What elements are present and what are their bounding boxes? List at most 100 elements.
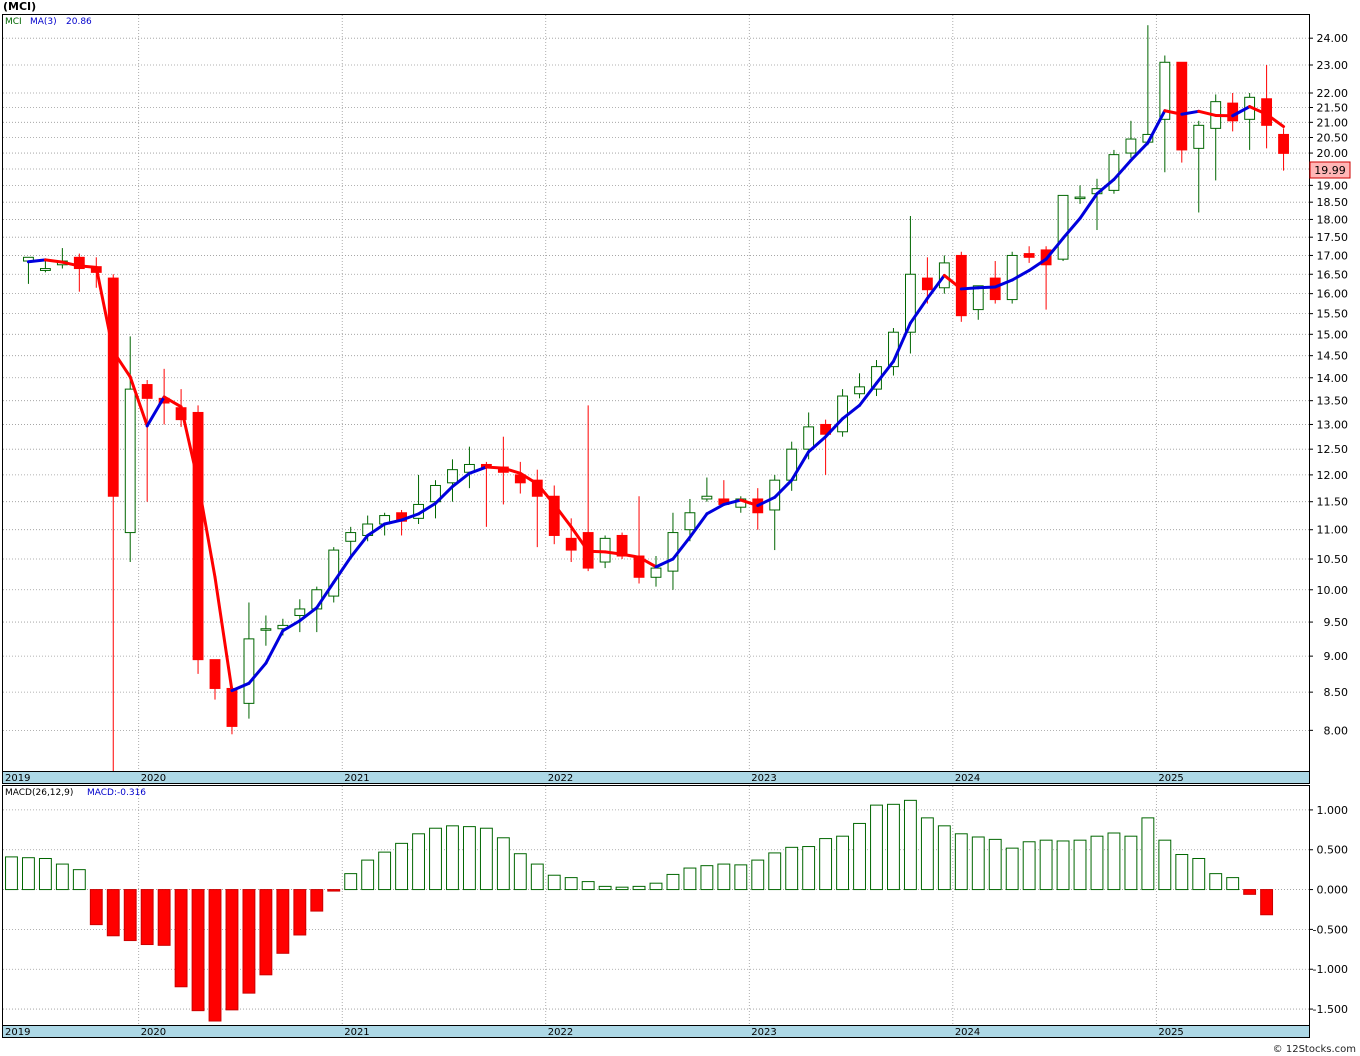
macd-bar — [1260, 889, 1274, 916]
macd-x-tick-label-2025: 2025 — [1158, 1027, 1183, 1038]
page-title: (MCI) — [3, 0, 37, 13]
macd-legend-label: MACD(26,12,9) — [5, 788, 73, 798]
candle-body — [684, 512, 696, 531]
footer-credit: © 12Stocks.com — [1272, 1044, 1356, 1055]
macd-bar — [72, 869, 86, 891]
candle-body — [565, 537, 577, 551]
ma-segment — [773, 478, 794, 499]
macd-bar — [395, 842, 409, 891]
macd-bar — [208, 889, 222, 1022]
ma-segment — [26, 258, 47, 264]
candle-body — [294, 608, 306, 616]
ma-segment — [77, 264, 98, 269]
ma-segment — [790, 450, 811, 482]
macd-x-tick-label-2023: 2023 — [751, 1027, 776, 1038]
macd-bar — [479, 827, 493, 891]
ma-segment — [264, 629, 285, 665]
macd-tick-label: -1.500 — [1313, 1003, 1348, 1016]
candle-body — [904, 273, 916, 333]
legend-symbol: MCI — [5, 17, 22, 27]
macd-bar — [853, 822, 866, 891]
ma-segment — [688, 512, 709, 539]
price-tick-label: 9.50 — [1324, 616, 1349, 629]
macd-bar — [988, 838, 1002, 891]
price-tick-label: 13.00 — [1317, 418, 1349, 431]
price-tick-label: 9.00 — [1324, 650, 1349, 663]
x-tick-label-2020: 2020 — [141, 773, 166, 784]
macd-bar — [649, 882, 663, 891]
macd-bar — [140, 889, 154, 946]
price-tick-label: 21.50 — [1317, 101, 1349, 114]
ma-segment — [1248, 105, 1269, 116]
price-legend: MCI MA(3) 20.86 — [5, 17, 92, 27]
ma-segment — [467, 465, 488, 475]
ma-segment — [1112, 158, 1133, 181]
candle-body — [1057, 194, 1069, 260]
macd-bar — [971, 836, 985, 891]
macd-bar — [1141, 817, 1155, 891]
macd-bar — [123, 889, 137, 942]
macd-bar — [870, 804, 883, 891]
price-tick-label: 18.50 — [1317, 196, 1349, 209]
x-tick-label-2023: 2023 — [751, 773, 776, 784]
candle-body — [548, 495, 560, 536]
macd-bar — [954, 833, 968, 891]
macd-tick-label: -1.000 — [1313, 963, 1348, 976]
macd-bar — [1005, 847, 1019, 891]
candle-body — [1227, 102, 1239, 122]
macd-bar — [327, 889, 341, 892]
candle-body — [616, 534, 628, 557]
candle-body — [1176, 61, 1188, 151]
x-tick-label-2019: 2019 — [5, 773, 30, 784]
macd-bar — [802, 846, 816, 891]
ma-segment — [450, 471, 471, 489]
price-tick-label: 23.00 — [1317, 59, 1349, 72]
macd-bar — [412, 833, 425, 891]
ma-segment — [739, 498, 760, 508]
macd-legend-value: MACD:-0.316 — [87, 788, 146, 798]
macd-bar — [22, 857, 35, 891]
ma-segment — [1095, 177, 1116, 196]
macd-bar — [920, 817, 934, 891]
candle-body — [854, 386, 865, 395]
ma-segment — [179, 405, 200, 484]
price-grid — [3, 15, 1309, 771]
macd-bar — [734, 864, 748, 891]
ma-segment — [1027, 257, 1048, 272]
price-y-axis: 8.00 8.50 9.00 9.50 10.00 10.50 11.00 11.50 12.0… — [1309, 32, 1348, 737]
ma-segment — [1163, 109, 1184, 116]
ma-segment — [908, 296, 929, 325]
ma-segment — [586, 549, 607, 554]
candle-body — [1108, 154, 1120, 191]
candle-body — [226, 687, 238, 727]
candle-body — [921, 277, 933, 291]
macd-bar — [496, 837, 510, 891]
macd-bar — [581, 881, 595, 891]
legend-ma-value: 20.86 — [66, 17, 92, 27]
price-tick-label: 14.00 — [1317, 372, 1349, 385]
macd-bar — [836, 835, 850, 891]
ma-segment — [332, 555, 353, 584]
price-tick-label: 8.00 — [1324, 724, 1349, 737]
price-tick-label: 10.50 — [1317, 553, 1349, 566]
macd-x-tick-label-2021: 2021 — [344, 1027, 369, 1038]
macd-bar — [598, 885, 612, 891]
ma-segment — [671, 535, 692, 561]
macd-bar — [5, 856, 18, 891]
macd-bar — [513, 853, 527, 891]
ma-segment — [807, 435, 828, 454]
ma-segment — [858, 381, 878, 407]
ma-segment — [874, 359, 895, 385]
candle-body — [124, 388, 136, 534]
macd-bar — [1175, 854, 1189, 891]
ma-segment — [824, 417, 845, 439]
macd-bar — [615, 886, 629, 891]
price-x-axis: 2019 2020 2021 2022 2023 2024 2025 — [5, 773, 1184, 784]
candle-body — [650, 567, 662, 578]
macd-bar — [530, 863, 544, 891]
macd-bar — [1158, 839, 1172, 891]
macd-bar — [55, 863, 69, 891]
macd-bar — [717, 863, 731, 891]
price-tick-label: 18.00 — [1317, 213, 1349, 226]
price-tick-label: 19.00 — [1317, 179, 1349, 192]
